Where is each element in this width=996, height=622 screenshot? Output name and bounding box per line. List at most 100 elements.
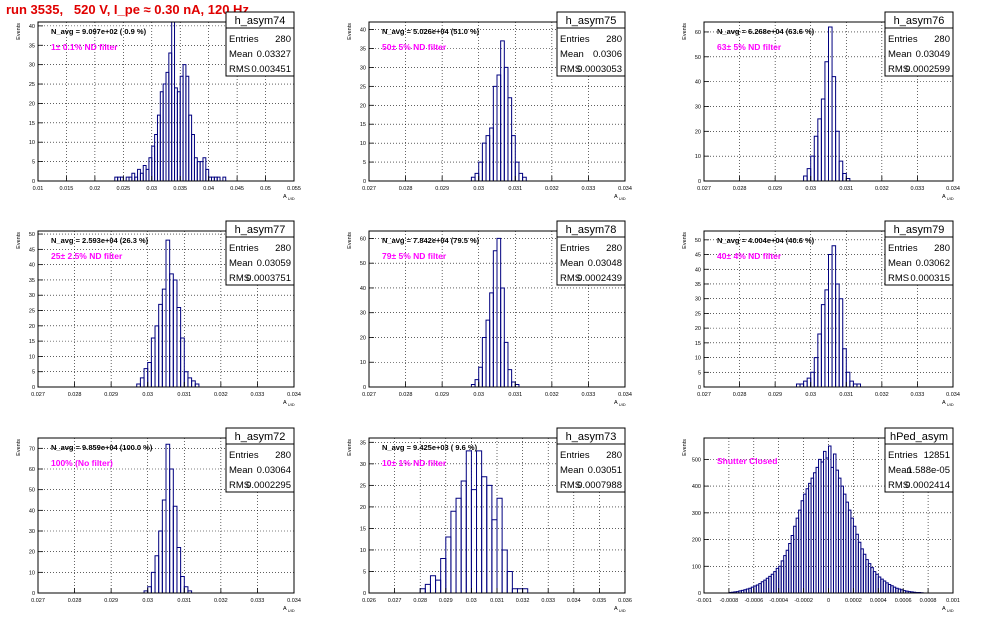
y-tick-label: 10 <box>360 141 366 147</box>
histogram-panel-h_asym72: 0.027 0.028 0.029 0.03 0.031 0.032 0.033 0.034 0… <box>16 427 301 613</box>
histogram-bin <box>158 530 163 593</box>
stats-value: 0.0003751 <box>246 273 291 284</box>
histogram-bin <box>172 505 178 593</box>
y-tick-label: 20 <box>360 505 366 511</box>
histogram-bin <box>478 366 483 387</box>
histogram-bin <box>470 489 478 593</box>
filter-label: 1± 0.1% ND filter <box>51 42 118 52</box>
y-tick-label: 20 <box>360 103 366 109</box>
plot-frame <box>703 21 954 182</box>
x-axis-label-sub: UID <box>946 196 954 201</box>
x-tick-label: 0.02 <box>90 186 101 192</box>
x-tick-label: 0.031 <box>177 598 191 604</box>
stats-label: Entries <box>229 450 259 461</box>
x-tick-label: 0.029 <box>435 392 449 398</box>
y-tick-label: 15 <box>360 122 366 128</box>
histogram-bin <box>187 590 193 593</box>
y-axis-label: Events <box>16 232 22 249</box>
x-tick-label: 0.033 <box>251 598 265 604</box>
x-tick-label: 0.029 <box>768 186 782 192</box>
stats-values-box <box>225 27 295 77</box>
x-tick-label: 0.033 <box>911 186 925 192</box>
y-tick-label: 30 <box>29 63 35 69</box>
stats-label: Entries <box>560 243 590 254</box>
stats-value: 0.0002295 <box>246 480 291 491</box>
stats-title: h_asym77 <box>235 224 286 236</box>
filter-label: 40± 4% ND filter <box>717 251 782 261</box>
stats-value: 0.000315 <box>910 273 950 284</box>
x-tick-label: 0.033 <box>582 186 596 192</box>
stats-value: 0.03059 <box>257 258 291 269</box>
x-axis-label: A UID <box>283 194 295 201</box>
x-tick-label: 0.033 <box>911 392 925 398</box>
stats-label: Entries <box>888 34 918 45</box>
y-tick-label: 25 <box>29 82 35 88</box>
histogram-bin <box>507 369 513 387</box>
y-tick-label: 25 <box>360 84 366 90</box>
histogram-bin <box>485 319 491 387</box>
x-axis-label: A UID <box>614 194 626 201</box>
x-tick-label: 0.032 <box>545 392 559 398</box>
y-tick-label: 45 <box>29 247 35 253</box>
stats-label: Mean <box>888 258 912 269</box>
histogram-panel-h_asym79: 0.027 0.028 0.029 0.03 0.031 0.032 0.033 0.034 0… <box>682 220 960 407</box>
histogram-bin <box>154 555 160 593</box>
histogram-bin <box>470 176 476 181</box>
filter-label: 10± 1% ND filter <box>382 458 447 468</box>
x-tick-label: 0.026 <box>362 598 376 604</box>
histogram-bin <box>806 168 812 181</box>
x-tick-label: 0.027 <box>362 392 376 398</box>
x-tick-label: 0.0008 <box>920 598 937 604</box>
y-axis-label: Events <box>16 439 22 456</box>
y-tick-label: 0 <box>363 385 366 391</box>
x-tick-label: 0.035 <box>593 598 607 604</box>
histogram-bin <box>496 74 502 181</box>
x-axis-label: A UID <box>283 400 295 407</box>
histogram-bin <box>481 142 487 181</box>
histogram-bin <box>514 161 520 181</box>
x-axis-label-sub: UID <box>618 196 626 201</box>
histogram-bin <box>460 480 467 593</box>
histogram-bin <box>849 380 854 387</box>
filter-label: 100% (No filter) <box>51 458 113 468</box>
histogram-bin <box>503 341 509 387</box>
x-axis-label-sub: UID <box>618 608 626 613</box>
y-tick-label: 50 <box>695 55 701 61</box>
y-tick-label: 0 <box>32 385 35 391</box>
histogram-bin <box>205 168 210 181</box>
x-tick-label: 0.034 <box>618 186 632 192</box>
y-tick-label: 25 <box>695 311 701 317</box>
stats-title: h_asym73 <box>566 431 617 443</box>
histogram-bin <box>440 558 447 593</box>
stats-values-box <box>884 27 954 77</box>
x-tick-label: 0.031 <box>839 186 853 192</box>
histogram-bin <box>842 348 847 387</box>
x-tick-label: 0.031 <box>177 392 191 398</box>
x-axis-label: A UID <box>614 400 626 407</box>
y-tick-label: 40 <box>29 508 35 514</box>
histogram-bin <box>496 497 503 593</box>
y-tick-label: 30 <box>360 65 366 71</box>
x-tick-label: 0.035 <box>173 186 187 192</box>
x-tick-label: 0.045 <box>230 186 244 192</box>
x-tick-label: 0.03 <box>805 186 816 192</box>
y-tick-label: 100 <box>692 564 701 570</box>
stats-value: 0.0007988 <box>577 480 622 491</box>
histogram-bin <box>511 588 518 593</box>
histogram-bin <box>820 304 826 387</box>
histogram-panel-h_asym76: 0.027 0.028 0.029 0.03 0.031 0.032 0.033 0.034 0… <box>682 11 960 201</box>
x-tick-label: 0.028 <box>399 186 413 192</box>
y-tick-label: 0 <box>698 385 701 391</box>
stats-box: h_asym72 Entries 280 Mean 0.03064 RMS0.000229… <box>225 427 295 493</box>
y-tick-label: 25 <box>360 483 366 489</box>
x-tick-label: 0.031 <box>508 186 522 192</box>
histogram-bin <box>435 579 442 593</box>
histogram-panel-h_asym75: 0.027 0.028 0.029 0.03 0.031 0.032 0.033 0.034 0… <box>347 11 632 201</box>
x-tick-label: 0.027 <box>697 392 711 398</box>
x-axis-label-sub: UID <box>287 402 295 407</box>
y-tick-label: 20 <box>29 324 35 330</box>
y-tick-label: 0 <box>363 591 366 597</box>
stats-label: RMS <box>560 273 581 284</box>
